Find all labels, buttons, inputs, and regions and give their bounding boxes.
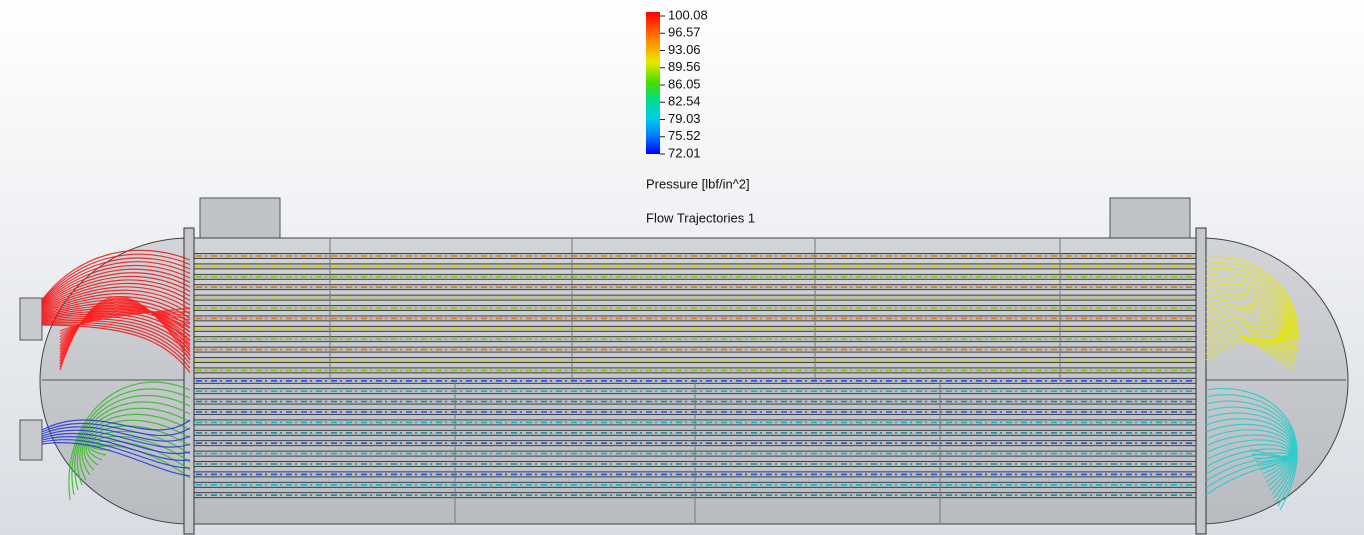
legend-label: 89.56 [668,59,701,74]
legend-label: 79.03 [668,111,701,126]
legend-label: 75.52 [668,128,701,143]
plot-title: Flow Trajectories 1 [646,210,755,225]
legend-label: 82.54 [668,94,701,109]
nozzle [1110,198,1190,240]
legend-label: 86.05 [668,76,701,91]
simulation-view: 100.08 96.57 93.06 89.56 86.05 82.54 79.03 75.5… [0,0,1364,535]
legend-label: 93.06 [668,42,701,57]
tube-sheet [184,228,194,534]
tube-sheet [1196,228,1206,534]
color-bar [646,12,660,154]
legend-label: 96.57 [668,25,701,40]
legend-label: 72.01 [668,145,701,160]
nozzle [20,420,42,460]
nozzle [200,198,280,240]
nozzle [20,298,42,340]
legend-label: 100.08 [668,7,708,22]
legend-title: Pressure [lbf/in^2] [646,176,750,191]
